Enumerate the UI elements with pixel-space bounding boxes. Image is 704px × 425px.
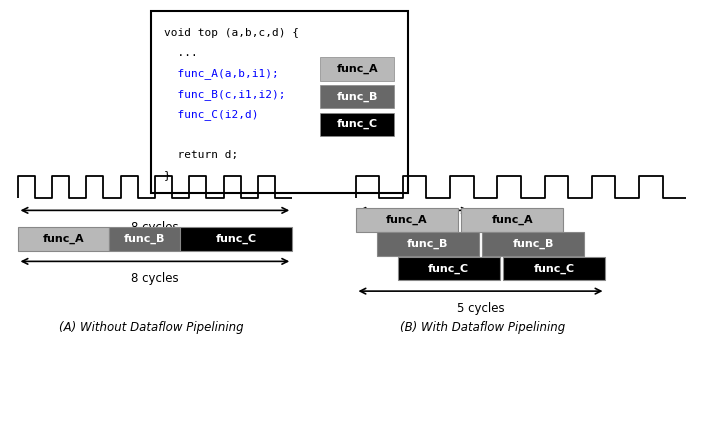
Text: func_B: func_B [337,91,378,102]
Bar [109,227,180,251]
Text: 8 cycles: 8 cycles [131,221,179,234]
Text: func_B: func_B [513,239,554,249]
Bar [151,11,408,193]
Bar [482,232,584,256]
Text: func_C: func_C [428,263,470,274]
Text: 5 cycles: 5 cycles [457,302,504,315]
Text: func_A(a,b,i1);: func_A(a,b,i1); [164,68,279,79]
Bar [356,208,458,232]
Text: func_A: func_A [491,215,533,225]
Text: 8 cycles: 8 cycles [131,272,179,285]
Text: func_C(i2,d): func_C(i2,d) [164,109,258,120]
Text: void top (a,b,c,d) {: void top (a,b,c,d) { [164,28,299,38]
Text: func_B: func_B [124,234,165,244]
Text: func_A: func_A [386,215,427,225]
Text: func_A: func_A [337,64,378,74]
Text: (A) Without Dataflow Pipelining: (A) Without Dataflow Pipelining [59,321,244,334]
Text: 3 cycles: 3 cycles [390,221,437,234]
Bar [398,257,500,280]
Bar [320,85,394,108]
Bar [377,232,479,256]
Text: func_C: func_C [534,263,575,274]
Text: func_B: func_B [407,239,448,249]
Bar [461,208,563,232]
Text: return d;: return d; [164,150,238,160]
Text: (B) With Dataflow Pipelining: (B) With Dataflow Pipelining [400,321,565,334]
Text: func_C: func_C [215,234,256,244]
Text: func_C: func_C [337,119,378,130]
Text: ...: ... [164,48,198,58]
Bar [180,227,292,251]
Text: func_A: func_A [42,234,84,244]
Bar [320,113,394,136]
Text: func_B(c,i1,i2);: func_B(c,i1,i2); [164,89,286,100]
Bar [18,227,109,251]
Bar [320,57,394,81]
Text: }: } [164,170,171,181]
Bar [503,257,605,280]
